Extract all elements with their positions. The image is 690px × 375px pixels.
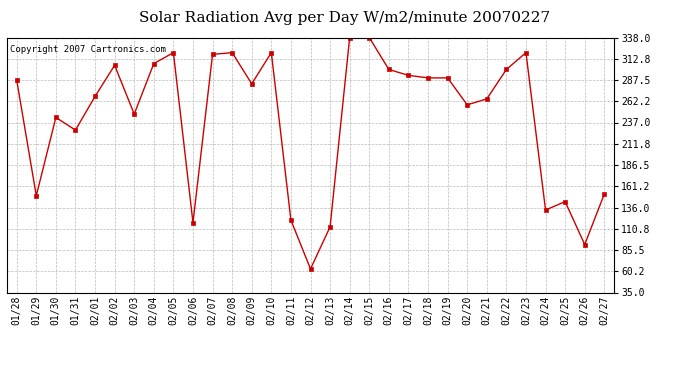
- Text: Solar Radiation Avg per Day W/m2/minute 20070227: Solar Radiation Avg per Day W/m2/minute …: [139, 11, 551, 25]
- Text: Copyright 2007 Cartronics.com: Copyright 2007 Cartronics.com: [10, 45, 166, 54]
